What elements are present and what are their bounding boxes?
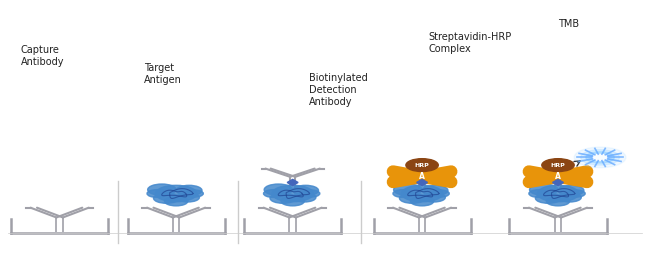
Text: Capture
Antibody: Capture Antibody xyxy=(21,45,64,67)
Text: HRP: HRP xyxy=(415,162,430,168)
Circle shape xyxy=(263,190,283,197)
Text: TMB: TMB xyxy=(558,20,579,29)
Circle shape xyxy=(538,185,578,202)
Circle shape xyxy=(542,159,574,172)
Circle shape xyxy=(185,190,203,197)
Circle shape xyxy=(401,185,443,202)
Circle shape xyxy=(422,185,448,196)
Circle shape xyxy=(264,184,292,195)
Text: Biotinylated
Detection
Antibody: Biotinylated Detection Antibody xyxy=(309,73,367,107)
Circle shape xyxy=(176,193,200,202)
Circle shape xyxy=(406,159,438,172)
Circle shape xyxy=(574,147,626,168)
Circle shape xyxy=(164,197,188,206)
Circle shape xyxy=(536,193,561,203)
Circle shape xyxy=(567,190,585,197)
Polygon shape xyxy=(417,179,428,186)
Circle shape xyxy=(431,190,449,197)
Circle shape xyxy=(281,197,304,206)
Circle shape xyxy=(530,184,558,195)
Circle shape xyxy=(394,184,422,195)
Text: Streptavidin-HRP
Complex: Streptavidin-HRP Complex xyxy=(428,32,512,54)
Circle shape xyxy=(147,190,166,197)
Text: HRP: HRP xyxy=(551,162,566,168)
Circle shape xyxy=(270,193,296,203)
Polygon shape xyxy=(287,179,298,186)
Text: A: A xyxy=(419,172,425,180)
Circle shape xyxy=(292,193,316,202)
Polygon shape xyxy=(552,179,564,186)
Circle shape xyxy=(155,185,197,202)
Circle shape xyxy=(592,154,608,161)
Circle shape xyxy=(292,185,318,196)
Circle shape xyxy=(176,185,202,196)
Circle shape xyxy=(586,152,614,163)
Circle shape xyxy=(422,193,445,202)
Circle shape xyxy=(410,197,434,206)
Circle shape xyxy=(558,185,584,196)
Circle shape xyxy=(592,154,608,160)
Circle shape xyxy=(547,197,569,206)
Circle shape xyxy=(272,185,313,202)
Circle shape xyxy=(153,193,179,203)
Circle shape xyxy=(580,150,619,165)
Circle shape xyxy=(148,184,176,195)
Circle shape xyxy=(302,190,320,197)
Text: Target
Antigen: Target Antigen xyxy=(144,63,181,85)
Circle shape xyxy=(529,190,549,197)
Circle shape xyxy=(400,193,425,203)
Text: A: A xyxy=(555,172,561,180)
Circle shape xyxy=(393,190,412,197)
Circle shape xyxy=(558,193,581,202)
